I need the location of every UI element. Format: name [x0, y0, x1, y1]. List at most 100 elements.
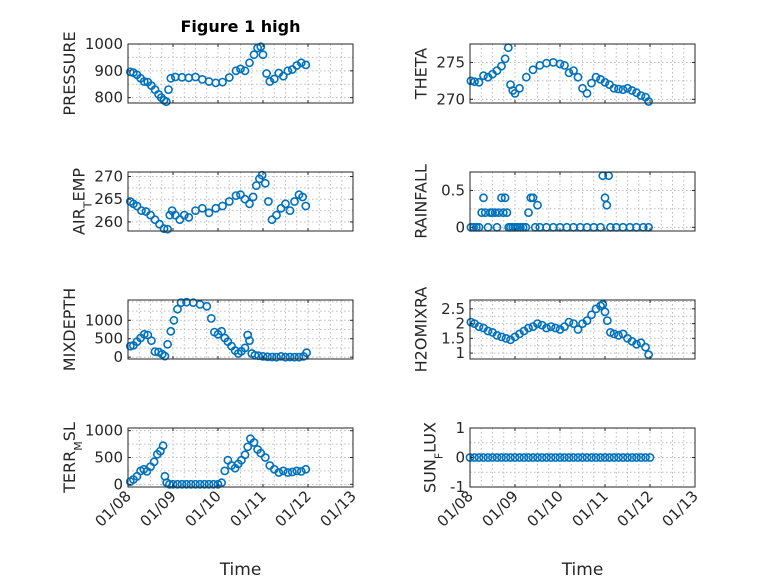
data-point	[263, 197, 273, 206]
x-tick-label: 01/12	[614, 487, 657, 530]
y-tick-label: 0	[113, 348, 123, 366]
data-point	[240, 194, 250, 204]
x-tick-label: 01/13	[317, 487, 360, 530]
data-point	[644, 97, 653, 106]
data-point	[591, 72, 601, 82]
x-tick-label: 01/10	[524, 487, 567, 530]
data-point	[483, 453, 493, 462]
data-point	[533, 453, 542, 462]
data-point	[602, 316, 612, 325]
y-axis-label: THETA	[411, 48, 430, 100]
y-tick-label: 265	[94, 190, 123, 208]
data-point	[494, 208, 504, 217]
data-point	[240, 66, 250, 76]
y-axis-label: RAINFALL	[411, 164, 430, 239]
data-point	[542, 323, 551, 333]
data-point	[236, 190, 245, 200]
data-point	[146, 336, 156, 345]
data-point	[173, 479, 182, 489]
data-point	[173, 304, 182, 314]
data-point	[217, 326, 226, 336]
x-tick-label: 01/08	[92, 487, 135, 530]
data-point	[632, 339, 641, 349]
data-point	[474, 322, 484, 331]
data-point	[292, 61, 302, 70]
data-point	[500, 193, 510, 203]
data-point	[564, 453, 574, 462]
data-point	[150, 215, 160, 225]
data-point	[524, 453, 533, 462]
data-point	[240, 343, 250, 353]
data-point	[290, 352, 299, 362]
y-axis-label: MIXDEPTH	[60, 288, 79, 371]
y-tick-label: 500	[94, 449, 123, 467]
data-point	[515, 83, 524, 93]
data-point	[510, 453, 520, 462]
data-point	[609, 329, 619, 339]
x-axis-label: Time	[219, 560, 262, 580]
data-point	[506, 453, 515, 462]
data-point	[627, 86, 637, 95]
data-point	[587, 78, 596, 88]
data-point	[283, 66, 293, 76]
data-point	[564, 68, 574, 78]
data-point	[551, 323, 560, 333]
data-point	[176, 298, 186, 307]
y-tick-label: 2.5	[441, 300, 465, 318]
x-tick-label: 01/12	[272, 487, 315, 530]
data-point	[150, 347, 160, 356]
data-point	[560, 322, 569, 331]
data-point	[492, 66, 502, 75]
data-point	[243, 442, 253, 452]
data-point	[256, 42, 266, 52]
data-point	[274, 468, 284, 477]
data-point	[618, 85, 628, 95]
data-point	[177, 479, 187, 489]
data-point	[479, 453, 488, 462]
data-point	[569, 453, 578, 462]
data-point	[169, 315, 179, 325]
data-point	[609, 83, 619, 93]
data-point	[209, 479, 218, 489]
data-point	[217, 478, 226, 488]
data-point	[272, 210, 281, 220]
data-point	[231, 66, 241, 76]
data-point	[542, 453, 551, 462]
data-point	[641, 342, 650, 352]
data-point	[479, 71, 488, 81]
data-point	[272, 352, 281, 362]
data-point	[500, 54, 510, 64]
data-point	[163, 224, 172, 234]
data-point	[502, 208, 512, 217]
subplot-rainfall: 0 0.5 RAINFALL	[411, 164, 696, 239]
data-point	[573, 325, 583, 334]
data-point	[267, 215, 277, 225]
data-point	[587, 453, 596, 462]
y-tick-label: 0.5	[441, 181, 465, 199]
data-point	[292, 466, 302, 476]
data-point	[600, 453, 610, 462]
x-tick-label: 01/09	[479, 487, 522, 530]
y-axis-label: SUNFLUX	[421, 422, 446, 493]
x-tick-label: 01/09	[137, 487, 180, 530]
y-tick-label: 1	[455, 419, 465, 437]
y-tick-label: 500	[94, 330, 123, 348]
data-point	[644, 350, 653, 359]
y-tick-label: 1000	[85, 422, 123, 440]
data-point	[285, 352, 295, 362]
data-point	[296, 58, 306, 68]
data-point	[569, 319, 578, 328]
data-point	[260, 178, 270, 188]
data-point	[573, 453, 583, 462]
data-point	[498, 208, 508, 217]
axes-box	[469, 43, 696, 104]
y-tick-label: 800	[94, 89, 123, 107]
y-tick-label: 270	[94, 168, 123, 186]
data-point	[645, 453, 655, 462]
data-point	[290, 197, 299, 206]
data-point	[276, 351, 286, 361]
data-point	[184, 212, 194, 222]
data-point	[168, 479, 178, 489]
